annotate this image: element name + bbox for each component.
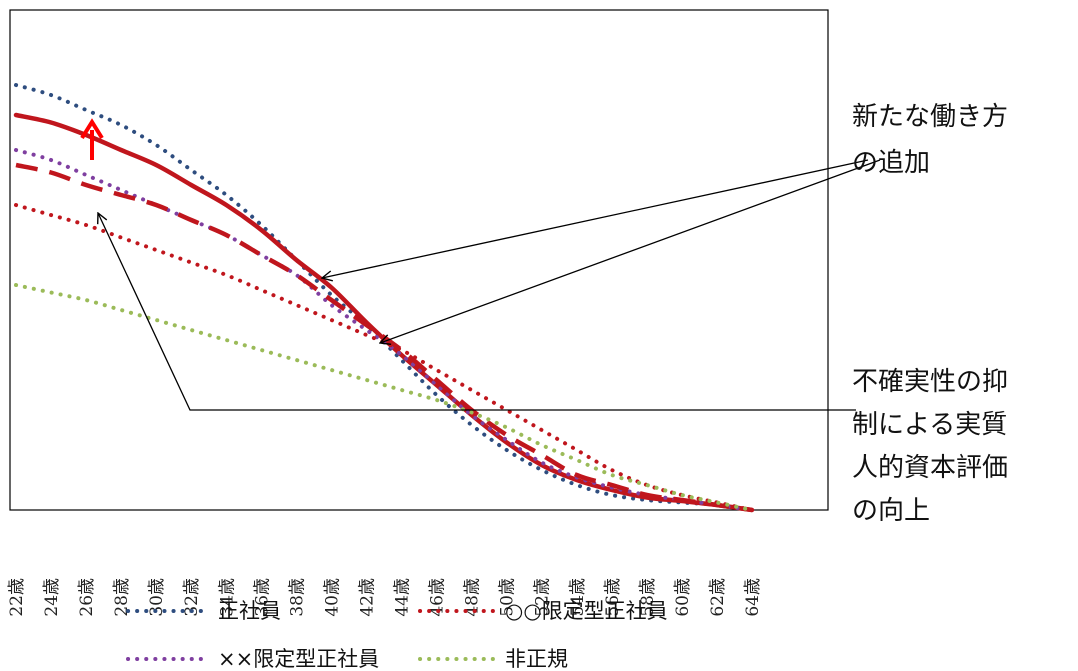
series-line-2: [14, 148, 754, 512]
x-tick-label: 48歳: [463, 578, 483, 617]
x-tick-label: 36歳: [252, 578, 272, 617]
legend-label-seishain: 正社員: [218, 599, 281, 623]
legend-label-maru-gentei: ○○限定型正社員: [505, 599, 668, 623]
legend-label-hiseiki: 非正規: [505, 647, 568, 671]
x-tick-label: 44歳: [393, 578, 413, 617]
series-layer: [13, 83, 755, 513]
new-work-arrow-2: [380, 159, 881, 343]
x-tick-label: 32歳: [182, 578, 202, 617]
x-tick-label: 22歳: [7, 578, 27, 617]
x-tick-label: 46歳: [428, 578, 448, 617]
plot-area-frame: [9, 9, 829, 511]
x-axis-ticks: 22歳 24歳 26歳 28歳 30歳 32歳 34歳 36歳 38歳 40歳 42歳 44歳 46歳 4…: [7, 578, 763, 617]
series-line-4: [14, 203, 754, 512]
series-line-3: [15, 162, 753, 513]
annotation-new-work-line1: 新たな働き方: [852, 102, 1008, 132]
series-line-0: [14, 83, 754, 512]
x-tick-label: 38歳: [287, 578, 307, 617]
uncertainty-arrow: [98, 213, 856, 411]
series-line-1: [13, 112, 755, 513]
annotation-uncertainty-line3: 人的資本評価: [852, 453, 1008, 483]
x-tick-label: 64歳: [743, 578, 763, 617]
x-tick-label: 34歳: [217, 578, 237, 617]
annotation-new-work-line2: の追加: [852, 148, 930, 178]
legend: 正社員 ○○限定型正社員 ××限定型正社員 非正規: [126, 599, 668, 671]
legend-label-batsu-gentei: ××限定型正社員: [218, 647, 379, 671]
x-tick-label: 60歳: [673, 578, 693, 617]
improvement-up-arrow: [80, 118, 104, 160]
x-tick-label: 56歳: [603, 578, 623, 617]
annotation-uncertainty-line2: 制による実質: [852, 410, 1007, 440]
x-tick-label: 42歳: [357, 578, 377, 617]
annotation-arrows: [98, 159, 881, 411]
x-tick-label: 26歳: [77, 578, 97, 617]
x-tick-label: 54歳: [568, 578, 588, 617]
x-tick-label: 28歳: [112, 578, 132, 617]
annotation-uncertainty-line4: の向上: [852, 496, 930, 526]
x-tick-label: 40歳: [322, 578, 342, 617]
new-work-arrow-1: [322, 159, 869, 278]
x-tick-label: 62歳: [708, 578, 728, 617]
series-line-5: [14, 283, 754, 512]
x-tick-label: 50歳: [498, 578, 518, 617]
x-tick-label: 30歳: [147, 578, 167, 617]
x-tick-label: 24歳: [42, 578, 62, 617]
x-tick-label: 58歳: [638, 578, 658, 617]
x-tick-label: 52歳: [533, 578, 553, 617]
annotation-uncertainty-line1: 不確実性の抑: [852, 367, 1008, 397]
